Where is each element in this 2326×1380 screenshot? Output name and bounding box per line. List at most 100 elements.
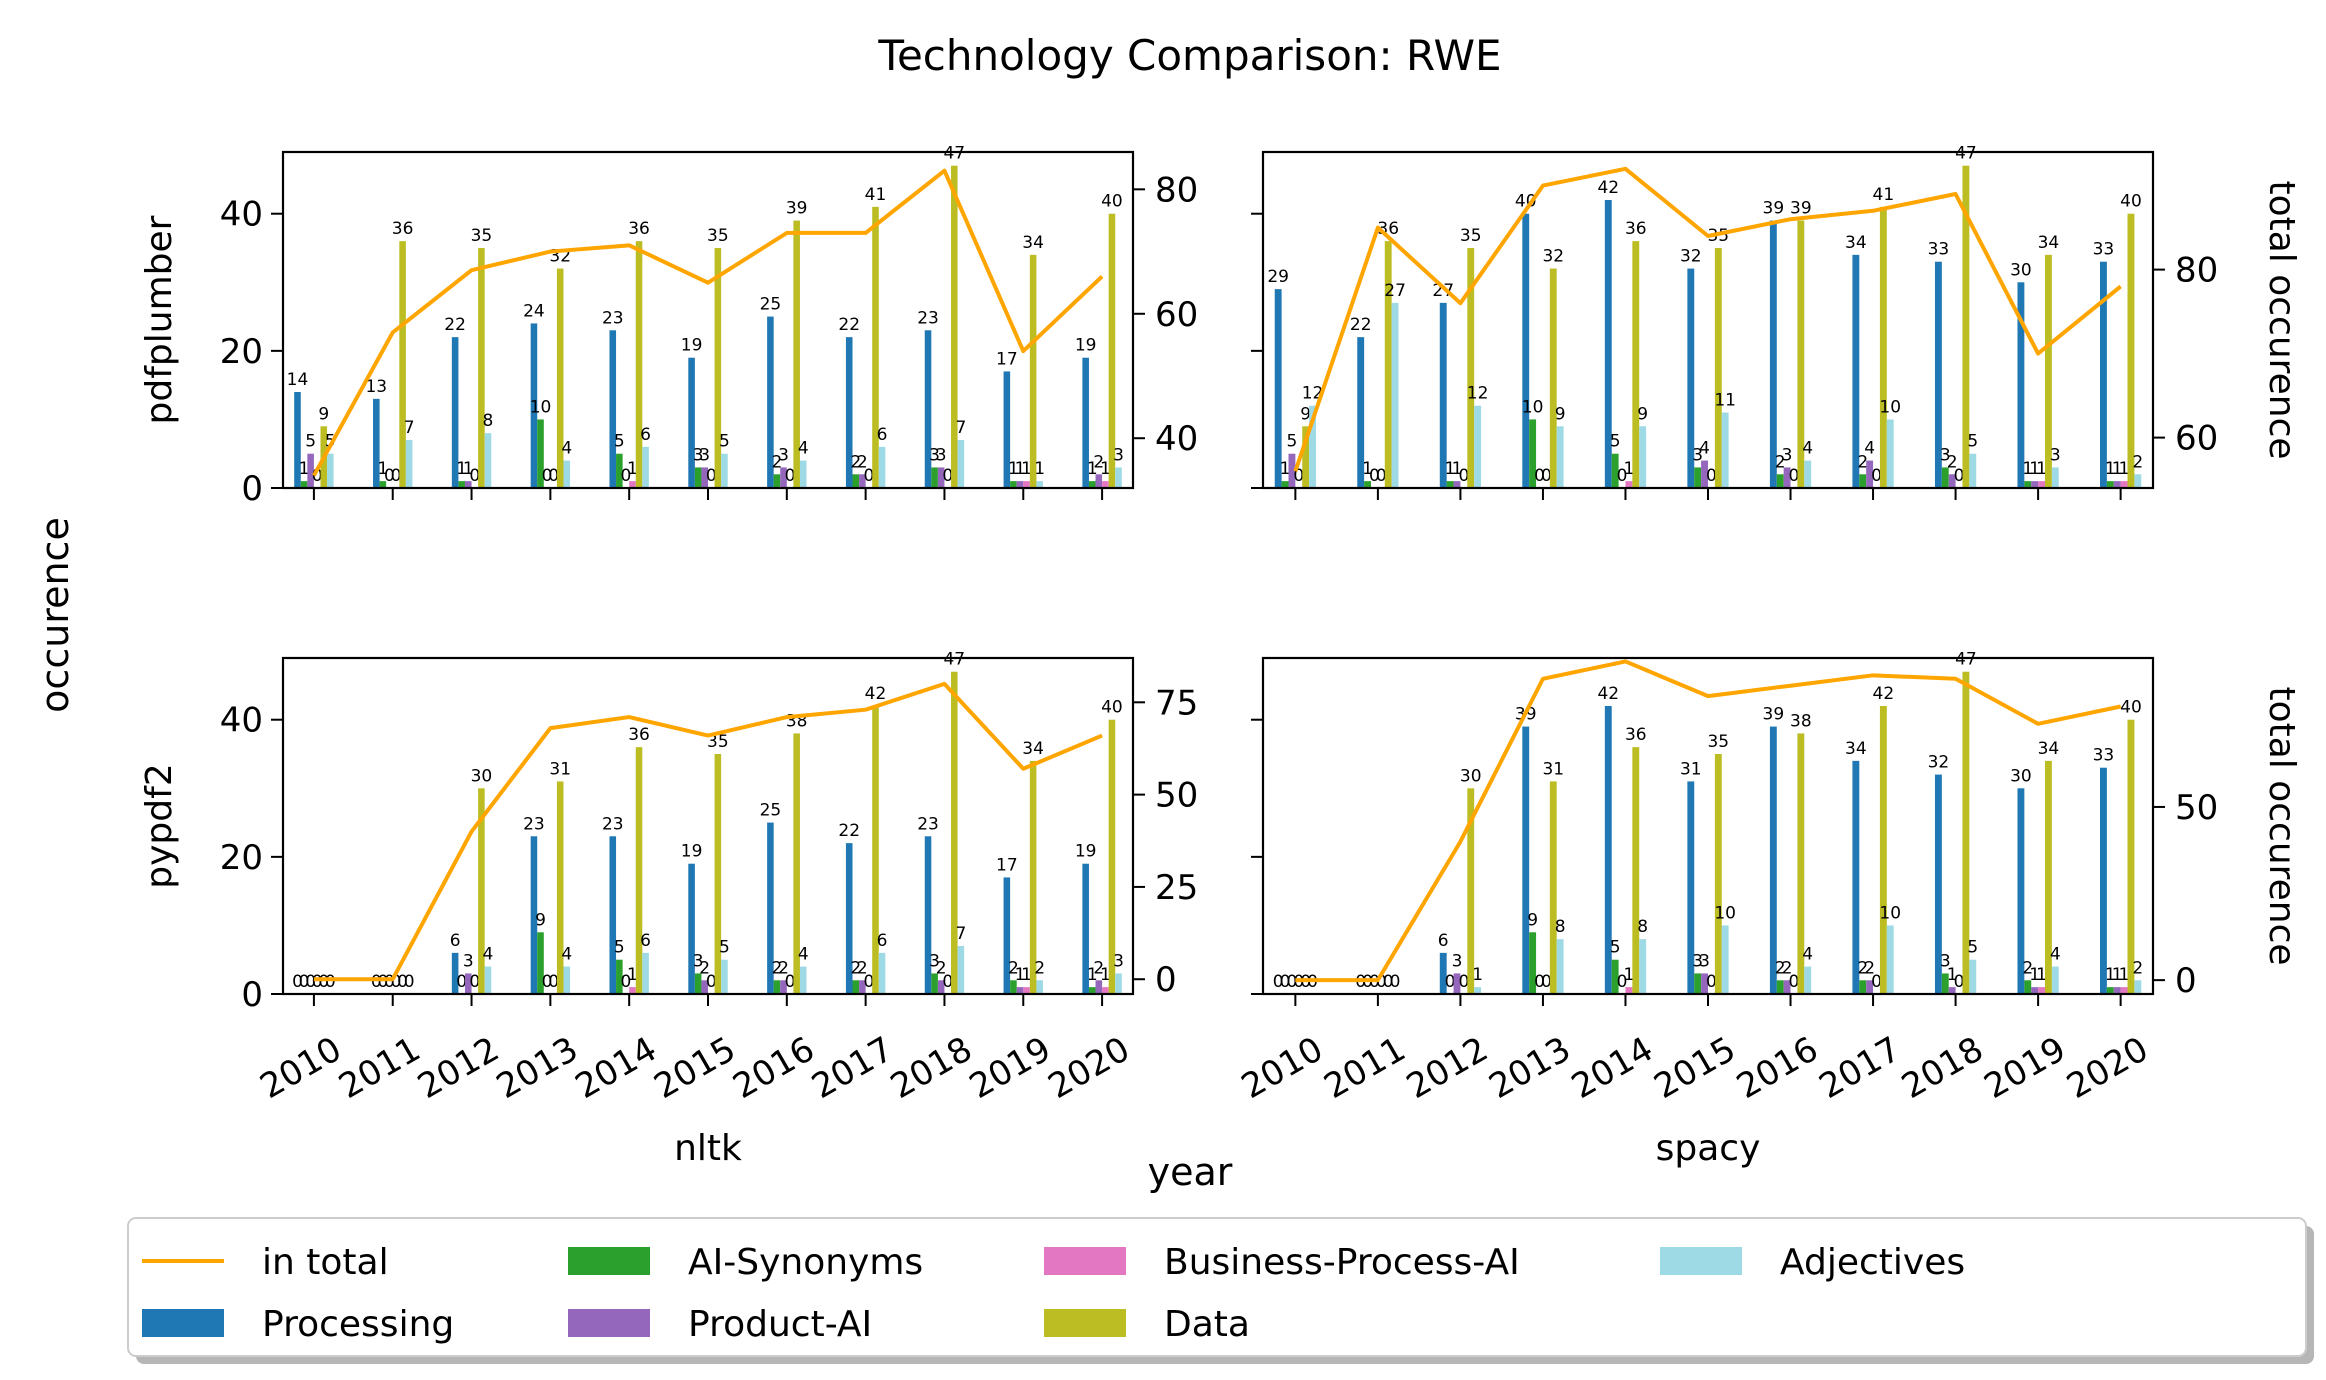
bar-value-label: 0 xyxy=(1458,972,1469,992)
legend-item-ai-synonyms: AI-Synonyms xyxy=(568,1242,923,1283)
bar-adjectives-2014 xyxy=(1639,426,1647,488)
legend-item-business-process-ai: Business-Process-AI xyxy=(1044,1242,1520,1283)
bar-processing-2014 xyxy=(609,836,617,994)
bar-value-label: 4 xyxy=(561,439,572,459)
bar-data-2015 xyxy=(1714,754,1722,994)
bar-value-label: 5 xyxy=(1610,432,1621,452)
bar-product-ai-2020 xyxy=(2113,481,2121,488)
legend-swatch xyxy=(1660,1247,1742,1275)
bar-processing-2010 xyxy=(1274,289,1282,488)
row-label: pypdf2 xyxy=(139,763,180,888)
bar-value-label: 19 xyxy=(1075,336,1097,356)
bar-value-label: 25 xyxy=(760,295,782,315)
left-tick-label: 40 xyxy=(220,701,263,741)
bar-processing-2020 xyxy=(1082,357,1089,488)
bar-ai-synonyms-2013 xyxy=(537,419,544,488)
bar-value-label: 12 xyxy=(1467,384,1489,404)
bar-value-label: 9 xyxy=(318,404,329,424)
bar-value-label: 1 xyxy=(627,965,638,985)
bar-ai-synonyms-2015 xyxy=(694,467,702,488)
right-tick-label: 60 xyxy=(2175,419,2218,459)
bar-product-ai-2012 xyxy=(464,973,472,994)
bar-value-label: 10 xyxy=(1714,903,1736,923)
bar-ai-synonyms-2015 xyxy=(1694,973,1702,994)
bar-value-label: 32 xyxy=(1680,247,1702,267)
bar-value-label: 0 xyxy=(1390,972,1401,992)
bar-value-label: 2 xyxy=(850,958,861,978)
legend-swatch xyxy=(142,1309,224,1337)
bar-value-label: 0 xyxy=(391,466,402,486)
bar-value-label: 2 xyxy=(1034,958,1045,978)
bar-value-label: 2 xyxy=(1775,452,1786,472)
bar-value-label: 6 xyxy=(1438,931,1449,951)
bar-business-process-ai-2014 xyxy=(1625,481,1633,488)
bar-processing-2013 xyxy=(530,323,538,488)
bar-value-label: 42 xyxy=(865,684,887,704)
bar-value-label: 8 xyxy=(1637,917,1648,937)
chart-title: Technology Comparison: RWE xyxy=(877,31,1501,80)
x-tick-label: 2016 xyxy=(1730,1029,1825,1107)
bar-adjectives-2015 xyxy=(721,959,728,994)
bar-value-label: 0 xyxy=(397,972,408,992)
bar-business-process-ai-2019 xyxy=(2038,481,2045,488)
legend-item-in-total: in total xyxy=(142,1242,389,1283)
bar-data-2012 xyxy=(1467,788,1475,994)
bar-value-label: 9 xyxy=(535,910,546,930)
bar-ai-synonyms-2013 xyxy=(537,932,544,994)
bar-value-label: 30 xyxy=(1460,766,1482,786)
bar-product-ai-2018 xyxy=(1948,987,1956,994)
bar-value-label: 3 xyxy=(463,951,474,971)
bar-data-2018 xyxy=(951,671,958,994)
bar-value-label: 1 xyxy=(1452,459,1463,479)
bar-value-label: 38 xyxy=(1790,711,1812,731)
bar-adjectives-2011 xyxy=(405,440,413,488)
bar-ai-synonyms-2017 xyxy=(1859,474,1867,488)
bar-value-label: 3 xyxy=(699,445,710,465)
bar-value-label: 0 xyxy=(1541,466,1552,486)
bar-product-ai-2019 xyxy=(1016,987,1024,994)
bar-value-label: 23 xyxy=(523,814,545,834)
bar-value-label: 1 xyxy=(1015,459,1026,479)
bar-business-process-ai-2014 xyxy=(629,987,636,994)
bar-value-label: 1 xyxy=(2112,459,2123,479)
bar-value-label: 5 xyxy=(719,938,730,958)
bar-value-label: 13 xyxy=(365,377,387,397)
bar-processing-2017 xyxy=(1852,760,1860,994)
bar-value-label: 2 xyxy=(772,452,783,472)
bar-value-label: 2 xyxy=(1775,958,1786,978)
bar-value-label: 0 xyxy=(1534,972,1545,992)
bar-value-label: 17 xyxy=(996,349,1018,369)
x-tick-label: 2011 xyxy=(1317,1029,1412,1107)
bar-value-label: 4 xyxy=(798,439,809,459)
bar-product-ai-2017 xyxy=(1866,460,1874,488)
x-tick-label: 2018 xyxy=(884,1029,979,1107)
bar-ai-synonyms-2010 xyxy=(1281,481,1289,488)
bar-value-label: 0 xyxy=(942,972,953,992)
bar-value-label: 30 xyxy=(2010,260,2032,280)
bar-value-label: 1 xyxy=(2119,459,2130,479)
bar-product-ai-2012 xyxy=(464,481,472,488)
bar-product-ai-2010 xyxy=(1288,453,1296,488)
bar-value-label: 0 xyxy=(305,972,316,992)
legend-item-adjectives: Adjectives xyxy=(1660,1242,1965,1283)
bar-value-label: 39 xyxy=(1763,705,1785,725)
bar-processing-2015 xyxy=(1687,781,1695,994)
bar-value-label: 0 xyxy=(384,466,395,486)
x-tick-label: 2015 xyxy=(1648,1029,1743,1107)
bar-value-label: 7 xyxy=(955,418,966,438)
bar-value-label: 8 xyxy=(483,411,494,431)
bar-adjectives-2017 xyxy=(1886,925,1894,994)
bar-adjectives-2019 xyxy=(2051,467,2059,488)
bar-value-label: 0 xyxy=(942,466,953,486)
bar-data-2015 xyxy=(714,248,722,488)
bar-ai-synonyms-2012 xyxy=(1446,481,1454,488)
bar-product-ai-2020 xyxy=(1095,980,1103,994)
bar-value-label: 2 xyxy=(1947,452,1958,472)
bar-processing-2012 xyxy=(1439,302,1447,488)
bar-value-label: 2 xyxy=(699,958,710,978)
bar-value-label: 2 xyxy=(1093,958,1104,978)
bar-product-ai-2012 xyxy=(1453,481,1461,488)
bar-value-label: 0 xyxy=(620,466,631,486)
bar-data-2020 xyxy=(2127,719,2135,994)
bar-value-label: 36 xyxy=(1625,219,1647,239)
